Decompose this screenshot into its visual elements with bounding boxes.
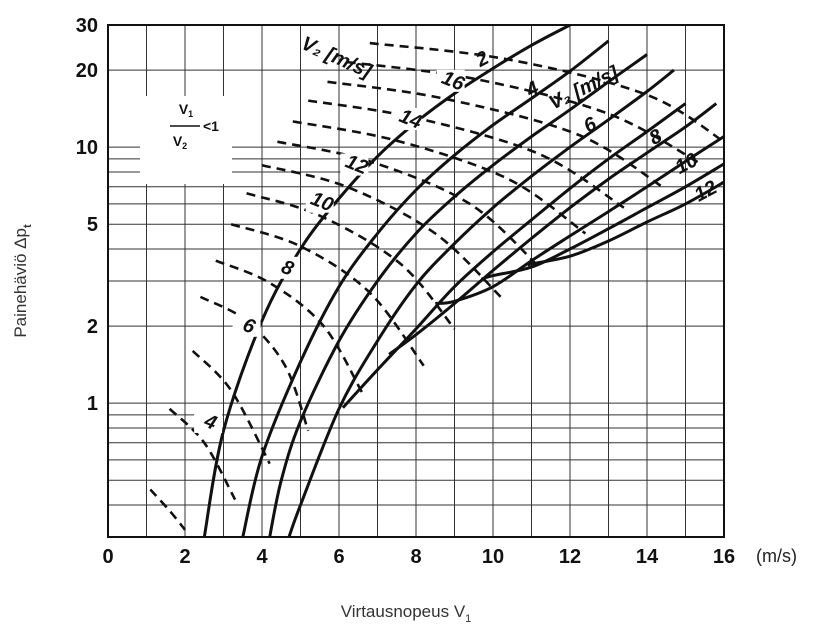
dashed-series-line [292,120,587,235]
x-axis-unit: (m/s) [756,546,797,566]
solid-series-label: 8 [646,125,667,150]
dashed-series-line [149,488,187,531]
x-tick-label: 8 [410,546,421,568]
y-tick-label: 20 [76,60,98,82]
dashed-series-line [199,295,310,432]
dashed-series-line [327,80,664,188]
y-tick-label: 1 [87,393,98,415]
dashed-series-label-background [194,410,223,433]
y-tick-label: 5 [87,214,98,236]
dashed-series-group [149,41,724,531]
dashed-series-line [346,60,702,166]
dashed-series-line [191,349,271,465]
dashed-family-title: V₂ [m/s] [298,32,376,83]
x-tick-label: 2 [179,546,190,568]
dashed-series-line [215,259,364,394]
solid-series-line [525,180,724,267]
x-tick-label: 12 [559,546,581,568]
solid-series-line [287,68,675,537]
ratio-numerator: V1 [179,101,193,119]
ratio-legend: V1 <1 V2 [140,96,232,184]
y-axis-label: Painehäviö Δpt [11,224,34,338]
x-tick-label: 10 [482,546,504,568]
x-tick-label: 6 [333,546,344,568]
solid-series-line [241,39,610,537]
dashed-series-line [277,140,541,269]
dashed-series-line [307,99,625,209]
plot-frame [107,24,725,538]
x-tick-label: 14 [636,546,659,568]
y-tick-label: 30 [76,15,98,37]
dashed-series-line [369,41,724,143]
solid-series-line [435,135,724,305]
ratio-legend-background [140,96,232,184]
dashed-series-label-background [436,69,465,92]
dashed-series-label-background [394,108,423,131]
y-tick-label: 2 [87,316,98,338]
x-tick-label: 0 [102,546,113,568]
dashed-series-line [168,407,237,501]
x-axis-label: Virtausnopeus V1 [341,602,472,625]
solid-series-line [480,162,724,281]
dashed-series-label-background [232,314,261,337]
y-tick-label: 10 [76,137,98,159]
solid-series-line [388,102,718,356]
x-tick-label: 16 [713,546,735,568]
dashed-series-label-background [271,256,300,279]
solid-series-label: 2 [472,47,493,72]
dashed-series-label-background [305,190,334,213]
solid-series-label: 6 [580,113,601,138]
dashed-series-line [246,192,456,330]
dashed-series-line [230,222,425,367]
solid-series-line [268,53,648,537]
ratio-denominator: V2 [173,133,187,151]
x-tick-label: 4 [256,546,268,568]
dashed-series-label-background [340,153,369,176]
dashed-series-line [261,163,502,298]
ratio-relation: <1 [203,118,219,134]
